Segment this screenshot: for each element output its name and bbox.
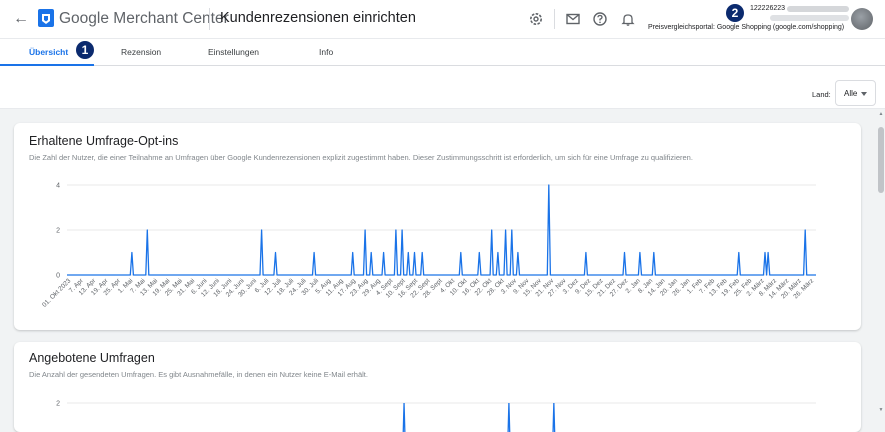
tab-uebersicht[interactable]: Übersicht (29, 47, 68, 57)
portal-label: Preisvergleichsportal: Google Shopping (… (648, 24, 844, 31)
bell-icon[interactable] (620, 11, 636, 27)
annotation-badge-1: 1 (76, 41, 94, 59)
series-spike (553, 403, 555, 432)
gear-icon[interactable] (528, 11, 544, 27)
country-select[interactable]: Alle (835, 80, 876, 106)
merchant-center-logo (38, 9, 54, 27)
scroll-up-icon[interactable]: ▲ (877, 111, 885, 117)
country-select-value: Alle (844, 89, 857, 98)
mail-icon[interactable] (565, 11, 581, 27)
arrow-back-icon[interactable]: ← (12, 10, 30, 28)
tab-info[interactable]: Info (319, 47, 333, 57)
chart-card-surveys: Angebotene Umfragen Die Anzahl der gesen… (14, 342, 861, 432)
tab-einstellungen[interactable]: Einstellungen (208, 47, 259, 57)
y-tick-label: 0 (56, 273, 60, 280)
top-bar: ← Google Merchant Center Kundenrezension… (0, 0, 885, 38)
account-name-redacted (787, 6, 849, 12)
chart-card-optins: Erhaltene Umfrage-Opt-ins Die Zahl der N… (14, 123, 861, 330)
x-tick-label: 01. Okt 2023 (41, 277, 73, 309)
y-tick-label: 2 (56, 401, 60, 408)
tab-rezension[interactable]: Rezension (121, 47, 161, 57)
account-email-redacted (770, 15, 849, 21)
header-divider (209, 8, 210, 30)
filter-bar: Land: Alle (0, 66, 885, 109)
avatar[interactable] (851, 8, 873, 30)
toolbar-divider (554, 9, 555, 29)
help-icon[interactable] (592, 11, 608, 27)
page-title: Kundenrezensionen einrichten (220, 10, 416, 26)
account-id: 122226223 (750, 5, 785, 12)
caret-down-icon (861, 92, 867, 96)
scroll-down-icon[interactable]: ▼ (877, 407, 885, 413)
page-scrollbar[interactable]: ▲ ▼ (877, 109, 885, 421)
surveys-line-chart: 2 (14, 342, 861, 432)
tab-bar: Übersicht 1 Rezension Einstellungen Info (0, 38, 885, 66)
y-tick-label: 2 (56, 228, 60, 235)
scroll-thumb[interactable] (878, 127, 884, 193)
y-tick-label: 4 (56, 183, 60, 190)
brand-name: Google Merchant Center (59, 10, 229, 28)
country-filter-label: Land: (812, 90, 831, 99)
series-spike (508, 403, 510, 432)
series-spike (403, 403, 405, 432)
annotation-badge-2: 2 (726, 4, 744, 22)
